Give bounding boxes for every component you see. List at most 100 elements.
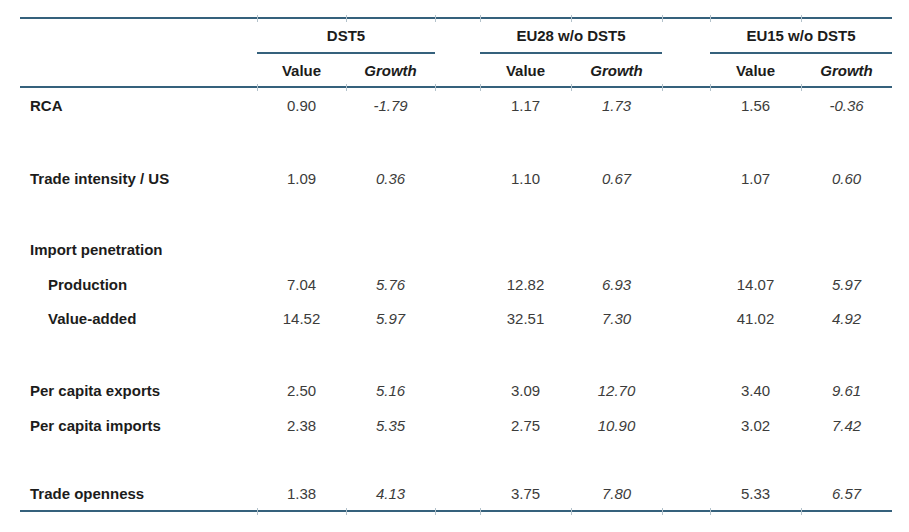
growth-column-header: Growth bbox=[801, 53, 892, 87]
value-cell: 3.40 bbox=[710, 373, 801, 408]
growth-cell: 5.35 bbox=[346, 408, 435, 442]
growth-cell: 12.70 bbox=[571, 373, 662, 408]
row-label: Trade intensity / US bbox=[20, 160, 257, 196]
value-column-header: Value bbox=[480, 53, 571, 87]
rule-tick bbox=[480, 15, 481, 22]
subheader-row: Value Growth Value Growth Value Growth bbox=[20, 53, 892, 87]
rule-tick bbox=[571, 15, 572, 22]
value-column-header: Value bbox=[257, 53, 346, 87]
value-cell: 1.07 bbox=[710, 160, 801, 196]
value-cell: 5.33 bbox=[710, 476, 801, 511]
column-gap bbox=[662, 373, 710, 408]
value-cell: 2.50 bbox=[257, 373, 346, 408]
column-gap bbox=[662, 87, 710, 123]
rule-tick bbox=[801, 84, 802, 91]
value-cell: 3.75 bbox=[480, 476, 571, 511]
rule-tick bbox=[662, 508, 663, 515]
table-row: Per capita imports2.385.352.7510.903.027… bbox=[20, 408, 892, 442]
growth-cell: 5.16 bbox=[346, 373, 435, 408]
growth-column-header: Growth bbox=[571, 53, 662, 87]
column-gap bbox=[662, 160, 710, 196]
column-gap bbox=[435, 18, 480, 53]
column-gap bbox=[435, 267, 480, 301]
value-cell: 1.17 bbox=[480, 87, 571, 123]
row-label: Production bbox=[20, 267, 257, 301]
growth-cell: 6.93 bbox=[571, 267, 662, 301]
row-gap bbox=[20, 196, 892, 231]
column-gap bbox=[435, 160, 480, 196]
value-column-header: Value bbox=[710, 53, 801, 87]
row-gap bbox=[20, 442, 892, 476]
table-row: Value-added14.525.9732.517.3041.024.92 bbox=[20, 301, 892, 335]
column-gap bbox=[435, 408, 480, 442]
value-cell: 0.90 bbox=[257, 87, 346, 123]
rule-tick bbox=[346, 508, 347, 515]
value-cell: 3.09 bbox=[480, 373, 571, 408]
row-label: Trade openness bbox=[20, 476, 257, 511]
growth-cell: -0.36 bbox=[801, 87, 892, 123]
rule-tick bbox=[346, 15, 347, 22]
column-gap bbox=[662, 476, 710, 511]
column-gap bbox=[435, 87, 480, 123]
rule-tick bbox=[571, 508, 572, 515]
rule-tick bbox=[257, 84, 258, 91]
value-cell: 14.52 bbox=[257, 301, 346, 335]
value-cell bbox=[257, 231, 346, 267]
rule-tick bbox=[801, 15, 802, 22]
rule-tick bbox=[480, 84, 481, 91]
group-header-eu15: EU15 w/o DST5 bbox=[710, 18, 892, 53]
column-gap bbox=[435, 301, 480, 335]
column-gap bbox=[435, 53, 480, 87]
row-label: Per capita exports bbox=[20, 373, 257, 408]
growth-cell: 5.97 bbox=[801, 267, 892, 301]
growth-cell: 10.90 bbox=[571, 408, 662, 442]
trade-indicators-table: DST5 EU28 w/o DST5 EU15 w/o DST5 Value G… bbox=[20, 17, 892, 512]
growth-cell: 9.61 bbox=[801, 373, 892, 408]
growth-cell: 0.67 bbox=[571, 160, 662, 196]
table-row: Production7.045.7612.826.9314.075.97 bbox=[20, 267, 892, 301]
rule-tick bbox=[480, 508, 481, 515]
column-gap bbox=[662, 231, 710, 267]
rule-tick bbox=[710, 15, 711, 22]
growth-cell: 4.13 bbox=[346, 476, 435, 511]
table-row: Trade intensity / US1.090.361.100.671.07… bbox=[20, 160, 892, 196]
rule-tick bbox=[257, 15, 258, 22]
rule-tick bbox=[257, 508, 258, 515]
growth-cell: -1.79 bbox=[346, 87, 435, 123]
growth-cell: 5.97 bbox=[346, 301, 435, 335]
row-gap bbox=[20, 123, 892, 160]
column-gap bbox=[435, 476, 480, 511]
growth-cell: 5.76 bbox=[346, 267, 435, 301]
row-label: Per capita imports bbox=[20, 408, 257, 442]
growth-cell: 0.36 bbox=[346, 160, 435, 196]
growth-cell: 7.30 bbox=[571, 301, 662, 335]
value-cell: 14.07 bbox=[710, 267, 801, 301]
trade-indicators-table-page: DST5 EU28 w/o DST5 EU15 w/o DST5 Value G… bbox=[0, 0, 909, 532]
value-cell: 1.10 bbox=[480, 160, 571, 196]
value-cell: 7.04 bbox=[257, 267, 346, 301]
growth-cell: 6.57 bbox=[801, 476, 892, 511]
growth-column-header: Growth bbox=[346, 53, 435, 87]
value-cell: 2.38 bbox=[257, 408, 346, 442]
row-label: RCA bbox=[20, 87, 257, 123]
value-cell: 1.38 bbox=[257, 476, 346, 511]
rule-tick bbox=[710, 508, 711, 515]
growth-cell: 1.73 bbox=[571, 87, 662, 123]
column-gap bbox=[662, 18, 710, 53]
column-gap bbox=[662, 301, 710, 335]
value-cell bbox=[480, 231, 571, 267]
value-cell: 1.56 bbox=[710, 87, 801, 123]
growth-cell: 4.92 bbox=[801, 301, 892, 335]
growth-cell: 7.42 bbox=[801, 408, 892, 442]
column-gap bbox=[662, 408, 710, 442]
label-column-header bbox=[20, 18, 257, 53]
section-header-row: Import penetration bbox=[20, 231, 892, 267]
row-gap bbox=[20, 335, 892, 373]
label-column-subheader bbox=[20, 53, 257, 87]
rule-tick bbox=[662, 15, 663, 22]
growth-cell bbox=[571, 231, 662, 267]
group-header-eu28: EU28 w/o DST5 bbox=[480, 18, 662, 53]
rule-tick bbox=[662, 84, 663, 91]
value-cell: 32.51 bbox=[480, 301, 571, 335]
row-label: Value-added bbox=[20, 301, 257, 335]
